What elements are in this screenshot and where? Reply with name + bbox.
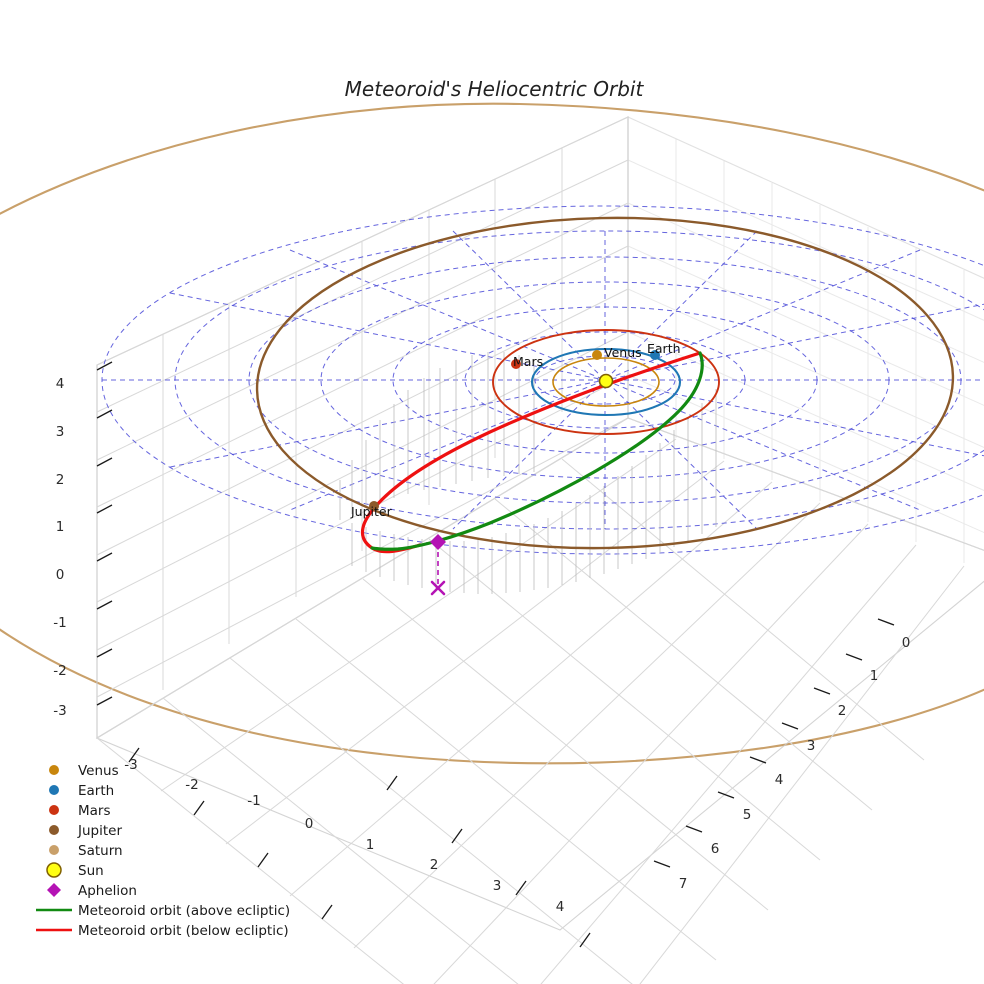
meteoroid-orbit-above <box>370 351 704 551</box>
aphelion-dropline <box>430 543 446 596</box>
z-tick-5: -1 <box>53 615 66 631</box>
legend-label: Jupiter <box>77 823 122 839</box>
legend-label: Saturn <box>78 843 123 859</box>
mars-plot-label: Mars <box>513 354 543 369</box>
jupiter-swatch-icon <box>49 825 59 835</box>
z-tick-4: 0 <box>56 567 65 583</box>
x-tick-4: 1 <box>366 837 375 853</box>
legend-item-saturn[interactable]: Saturn <box>49 843 123 859</box>
legend-item-earth[interactable]: Earth <box>49 783 114 799</box>
x-tick-3: 0 <box>305 816 314 832</box>
legend-label: Aphelion <box>78 883 137 899</box>
legend: Venus Earth Mars Jupiter Saturn <box>36 763 290 939</box>
x-tick-7: 4 <box>556 899 565 915</box>
jupiter-marker <box>369 501 379 511</box>
venus-orbit <box>552 357 660 407</box>
venus-marker <box>592 350 602 360</box>
mars-swatch-icon <box>49 805 59 815</box>
z-tick-1: 3 <box>56 424 65 440</box>
legend-label: Venus <box>78 763 119 779</box>
legend-item-jupiter[interactable]: Jupiter <box>49 823 122 839</box>
aphelion-diamond-icon <box>47 883 61 897</box>
saturn-orbit <box>0 102 984 765</box>
legend-item-venus[interactable]: Venus <box>49 763 119 779</box>
y-tick-6: 6 <box>711 841 720 857</box>
sun-swatch-icon <box>46 862 62 878</box>
venus-plot-label: Venus <box>604 345 642 360</box>
legend-label: Mars <box>78 803 111 819</box>
z-tick-7: -3 <box>53 703 66 719</box>
jupiter-plot-label: Jupiter <box>350 504 393 519</box>
z-axis-ticks: 4 3 2 1 0 -1 -2 -3 <box>53 361 113 719</box>
aphelion-marker <box>430 534 446 550</box>
legend-item-orbit-below[interactable]: Meteoroid orbit (below ecliptic) <box>36 923 289 939</box>
x-tick-5: 2 <box>430 857 439 873</box>
mars-orbit <box>492 329 720 435</box>
right-wall-grid <box>627 139 984 563</box>
legend-label: Sun <box>78 863 104 879</box>
earth-marker <box>650 350 660 360</box>
y-tick-2: 2 <box>838 703 847 719</box>
y-tick-5: 5 <box>743 807 752 823</box>
legend-label: Meteoroid orbit (above ecliptic) <box>78 903 290 919</box>
x-axis-ticks: -3 -2 -1 0 1 2 3 4 <box>124 747 591 948</box>
legend-item-mars[interactable]: Mars <box>49 803 111 819</box>
saturn-swatch-icon <box>49 845 59 855</box>
y-tick-4: 4 <box>775 772 784 788</box>
page-title: Meteoroid's Heliocentric Orbit <box>345 77 645 101</box>
jupiter-orbit <box>255 216 955 550</box>
legend-item-sun[interactable]: Sun <box>46 862 104 879</box>
y-tick-0: 0 <box>902 635 911 651</box>
earth-swatch-icon <box>49 785 59 795</box>
sun-marker <box>598 373 614 389</box>
x-tick-2: -1 <box>247 793 260 809</box>
y-tick-3: 3 <box>807 738 816 754</box>
left-wall-grid <box>96 116 629 698</box>
y-tick-7: 7 <box>679 876 688 892</box>
legend-label: Meteoroid orbit (below ecliptic) <box>78 923 289 939</box>
z-tick-6: -2 <box>53 663 66 679</box>
x-tick-1: -2 <box>185 777 198 793</box>
legend-label: Earth <box>78 783 114 799</box>
mars-marker <box>511 359 521 369</box>
y-axis-ticks: 0 1 2 3 4 5 6 7 <box>653 618 911 892</box>
z-tick-3: 1 <box>56 519 65 535</box>
projection-stems <box>339 352 717 594</box>
legend-item-aphelion[interactable]: Aphelion <box>47 883 137 899</box>
z-tick-2: 2 <box>56 472 65 488</box>
floor-grid <box>96 417 984 984</box>
earth-orbit <box>530 347 682 417</box>
z-tick-0: 4 <box>56 376 65 392</box>
axes-panes <box>95 116 984 931</box>
ecliptic-polar-grid <box>101 205 984 555</box>
earth-plot-label: Earth <box>647 341 681 356</box>
y-tick-1: 1 <box>870 668 879 684</box>
legend-item-orbit-above[interactable]: Meteoroid orbit (above ecliptic) <box>36 903 290 919</box>
x-tick-0: -3 <box>124 757 137 773</box>
venus-swatch-icon <box>49 765 59 775</box>
x-tick-6: 3 <box>493 878 502 894</box>
